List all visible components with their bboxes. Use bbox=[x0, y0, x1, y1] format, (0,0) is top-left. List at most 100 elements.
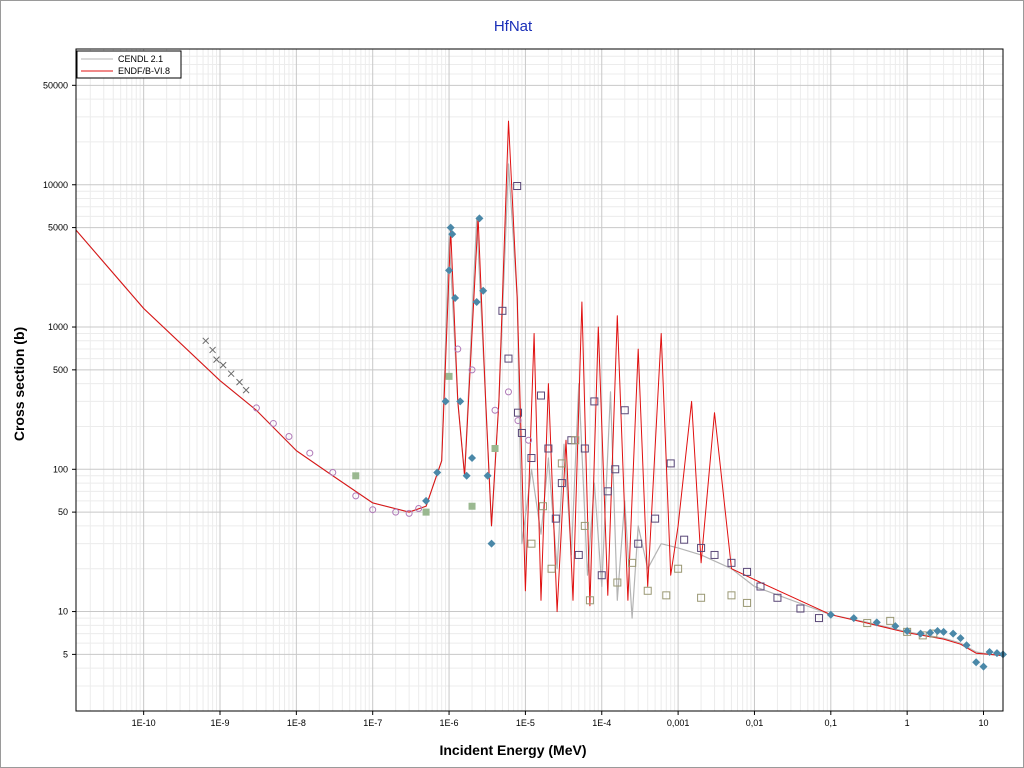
data-point bbox=[472, 297, 481, 306]
data-point bbox=[743, 598, 752, 607]
data-point bbox=[202, 337, 210, 345]
data-point bbox=[814, 614, 823, 623]
y-tick-label: 50 bbox=[58, 507, 68, 517]
data-point bbox=[939, 627, 948, 636]
data-point bbox=[445, 266, 454, 275]
x-tick-label: 1E-6 bbox=[440, 718, 459, 728]
data-point bbox=[269, 419, 277, 427]
data-point bbox=[863, 619, 872, 628]
data-point bbox=[539, 502, 547, 511]
data-point bbox=[756, 582, 765, 591]
data-point bbox=[580, 444, 589, 453]
data-point bbox=[479, 286, 488, 295]
data-point bbox=[651, 514, 660, 523]
x-tick-label: 1E-8 bbox=[287, 718, 306, 728]
data-point bbox=[544, 444, 553, 453]
major-gridlines bbox=[76, 49, 1003, 711]
data-point bbox=[242, 386, 250, 394]
data-point bbox=[590, 397, 599, 406]
x-axis-label: Incident Energy (MeV) bbox=[439, 742, 586, 758]
data-point bbox=[962, 641, 971, 650]
data-point bbox=[547, 564, 556, 573]
data-point bbox=[483, 471, 492, 480]
y-axis-ticks: 5 10 50 100 500 1000 5000 10000 50000 bbox=[43, 80, 76, 659]
data-point bbox=[513, 182, 522, 191]
data-point bbox=[643, 586, 652, 595]
data-point bbox=[462, 471, 471, 480]
data-point bbox=[422, 496, 431, 505]
legend-label-endf: ENDF/B-VI.8 bbox=[118, 66, 170, 76]
x-axis-ticks: 1E-10 1E-9 1E-8 1E-7 1E-6 1E-5 1E-4 0,001 0,01 0,… bbox=[132, 711, 989, 728]
plot-area bbox=[75, 120, 1007, 671]
data-point bbox=[580, 521, 589, 530]
data-point bbox=[796, 604, 805, 613]
data-point bbox=[926, 628, 935, 637]
data-point bbox=[727, 558, 736, 567]
legend-box bbox=[76, 50, 182, 79]
data-point bbox=[916, 629, 925, 638]
data-point bbox=[369, 506, 377, 514]
data-point bbox=[445, 372, 453, 380]
data-point bbox=[329, 468, 337, 476]
y-tick-label: 5 bbox=[63, 649, 68, 659]
data-point bbox=[456, 397, 465, 406]
plot-border bbox=[75, 48, 1004, 712]
data-point bbox=[611, 465, 620, 474]
data-point bbox=[597, 571, 606, 580]
data-point bbox=[527, 539, 536, 548]
x-tick-label: 10 bbox=[979, 718, 989, 728]
legend-label-cendl: CENDL 2.1 bbox=[118, 54, 163, 64]
data-point bbox=[252, 404, 260, 412]
data-point bbox=[468, 454, 477, 463]
data-point bbox=[491, 406, 499, 414]
data-point bbox=[992, 649, 1001, 658]
data-point bbox=[773, 593, 782, 602]
y-tick-label: 10000 bbox=[43, 180, 68, 190]
data-point bbox=[454, 345, 462, 353]
data-point bbox=[849, 614, 858, 623]
x-tick-label: 0,01 bbox=[746, 718, 764, 728]
data-point bbox=[826, 610, 835, 619]
data-point bbox=[487, 539, 496, 548]
chart-title: HfNat bbox=[494, 18, 533, 35]
y-tick-label: 50000 bbox=[43, 80, 68, 90]
data-point bbox=[903, 627, 912, 636]
data-point bbox=[666, 459, 675, 468]
data-point bbox=[213, 356, 220, 363]
data-point bbox=[468, 366, 476, 374]
data-point bbox=[446, 223, 455, 232]
data-point bbox=[956, 634, 965, 643]
data-point bbox=[571, 436, 580, 445]
series-line-cendl bbox=[75, 163, 1004, 657]
y-axis-label: Cross section (b) bbox=[11, 327, 27, 441]
data-point bbox=[504, 354, 513, 363]
data-point bbox=[415, 505, 423, 513]
legend: CENDL 2.1 ENDF/B-VI.8 bbox=[76, 50, 182, 79]
data-point bbox=[985, 647, 994, 656]
data-point bbox=[891, 622, 900, 631]
data-point bbox=[491, 445, 499, 453]
data-point bbox=[620, 406, 629, 415]
y-tick-label: 5000 bbox=[48, 223, 68, 233]
y-tick-label: 100 bbox=[53, 464, 68, 474]
data-point bbox=[634, 539, 643, 548]
data-point bbox=[933, 627, 942, 636]
data-point bbox=[527, 454, 536, 463]
data-point bbox=[475, 214, 484, 223]
data-point bbox=[448, 230, 457, 239]
data-point bbox=[551, 514, 560, 523]
data-point bbox=[227, 370, 235, 378]
data-point bbox=[352, 472, 360, 480]
x-tick-label: 0,1 bbox=[825, 718, 838, 728]
data-point bbox=[613, 578, 622, 587]
experimental-points-layer bbox=[202, 182, 1007, 671]
minor-gridlines bbox=[76, 48, 1003, 712]
x-tick-label: 0,001 bbox=[667, 718, 690, 728]
data-point bbox=[514, 417, 522, 425]
data-point bbox=[285, 433, 293, 441]
data-point bbox=[697, 593, 706, 602]
data-point bbox=[498, 306, 507, 315]
series-layer bbox=[75, 120, 1004, 657]
data-point bbox=[504, 388, 512, 396]
